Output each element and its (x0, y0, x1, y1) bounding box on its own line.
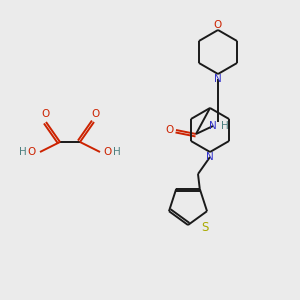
Text: O: O (214, 20, 222, 30)
Text: N: N (209, 121, 217, 131)
Text: N: N (206, 152, 214, 162)
Text: O: O (28, 147, 36, 157)
Text: O: O (166, 125, 174, 135)
Text: O: O (42, 109, 50, 119)
Text: N: N (214, 74, 222, 84)
Text: H: H (113, 147, 121, 157)
Text: O: O (104, 147, 112, 157)
Text: O: O (91, 109, 99, 119)
Text: H: H (19, 147, 27, 157)
Text: H: H (221, 121, 229, 131)
Text: S: S (201, 221, 208, 234)
